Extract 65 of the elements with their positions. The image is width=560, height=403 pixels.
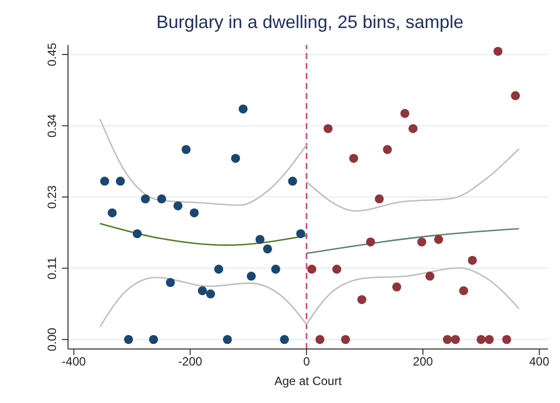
- line-series: [99, 222, 308, 246]
- line-series: [99, 118, 308, 206]
- point: [484, 334, 494, 344]
- y-tick-label: 0.45: [45, 42, 59, 66]
- point: [132, 229, 142, 238]
- point: [206, 289, 216, 298]
- point: [468, 256, 477, 265]
- point: [332, 264, 342, 274]
- chart-title: Burglary in a dwelling, 25 bins, sample: [155, 12, 465, 33]
- point: [510, 91, 520, 100]
- x-tick-label: -400: [62, 354, 86, 369]
- point: [476, 334, 486, 344]
- point: [190, 208, 199, 218]
- point: [408, 124, 418, 134]
- point: [124, 334, 134, 344]
- x-tick-label: 200: [412, 354, 434, 369]
- point: [502, 334, 512, 344]
- point: [288, 176, 298, 186]
- y-tick-label: 0.23: [45, 185, 59, 209]
- point: [231, 154, 240, 163]
- point: [374, 194, 384, 204]
- point: [400, 108, 410, 118]
- point: [307, 264, 316, 274]
- point: [493, 46, 502, 56]
- point: [315, 334, 324, 344]
- x-tick-label: 400: [529, 354, 550, 369]
- point: [382, 144, 392, 154]
- point: [366, 237, 376, 246]
- y-tick-label: 0.11: [45, 256, 59, 280]
- x-tick-label: -200: [178, 354, 203, 369]
- point: [149, 334, 158, 344]
- line-series: [306, 148, 520, 212]
- point: [392, 282, 402, 292]
- point: [182, 144, 191, 154]
- point: [450, 334, 460, 344]
- y-tick-label: 0.34: [45, 114, 59, 138]
- point: [108, 208, 117, 218]
- point: [324, 124, 333, 134]
- point: [222, 334, 232, 344]
- point: [140, 194, 150, 204]
- point: [157, 194, 166, 204]
- point: [296, 229, 306, 238]
- x-tick-label: 0: [303, 354, 310, 369]
- y-tick-label: 0.00: [45, 328, 59, 352]
- point: [173, 201, 182, 210]
- point: [271, 264, 280, 274]
- point: [238, 104, 248, 114]
- point: [255, 234, 265, 244]
- point: [357, 295, 366, 304]
- point: [166, 278, 175, 288]
- point: [341, 334, 350, 344]
- point: [442, 334, 452, 344]
- point: [417, 237, 426, 246]
- point: [116, 176, 125, 186]
- point: [263, 244, 272, 254]
- point: [198, 286, 207, 296]
- point: [280, 334, 289, 344]
- point: [214, 264, 224, 274]
- point: [246, 272, 256, 281]
- point: [459, 286, 468, 296]
- point: [434, 234, 444, 244]
- point: [100, 176, 110, 186]
- point: [349, 154, 358, 163]
- point: [425, 272, 434, 281]
- x-axis-title: Age at Court: [274, 374, 342, 388]
